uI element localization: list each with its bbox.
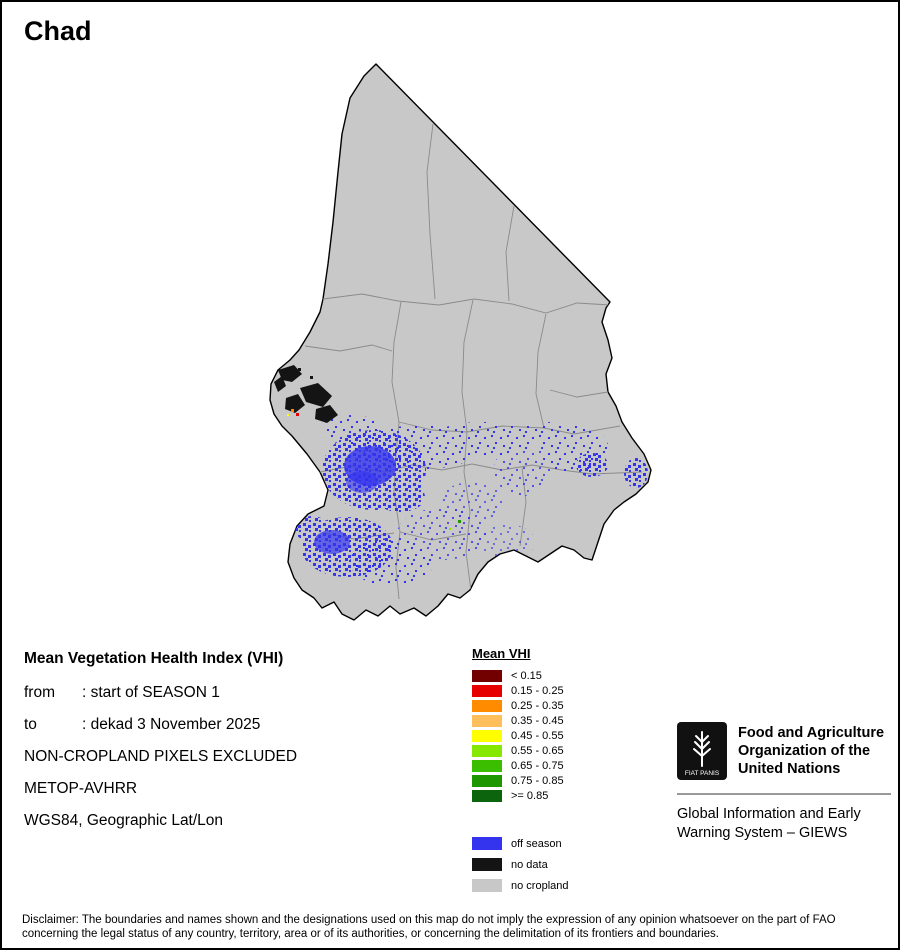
- legend-label: < 0.15: [511, 669, 542, 682]
- legend-label: 0.15 - 0.25: [511, 684, 564, 697]
- non-cropland-note: NON-CROPLAND PIXELS EXCLUDED: [24, 748, 298, 765]
- legend-label: 0.55 - 0.65: [511, 744, 564, 757]
- legend-row: 0.35 - 0.45: [472, 713, 569, 728]
- divider: [677, 793, 891, 795]
- legend-row: 0.65 - 0.75: [472, 758, 569, 773]
- vhi-pixels: [287, 409, 461, 530]
- fao-block: FIAT PANIS Food and Agriculture Organiza…: [677, 722, 891, 843]
- projection-name: WGS84, Geographic Lat/Lon: [24, 812, 224, 829]
- sensor-name: METOP-AVHRR: [24, 780, 138, 797]
- fao-logo-motto: FIAT PANIS: [685, 770, 720, 777]
- legend-row: >= 0.85: [472, 788, 569, 803]
- legend-row: 0.25 - 0.35: [472, 698, 569, 713]
- legend: Mean VHI < 0.15 0.15 - 0.25 0.25 - 0.35 …: [472, 646, 569, 896]
- legend-label: 0.35 - 0.45: [511, 714, 564, 727]
- wheat-icon: [693, 731, 711, 767]
- giews-name: Global Information and Early Warning Sys…: [677, 806, 861, 841]
- legend-label: 0.75 - 0.85: [511, 774, 564, 787]
- legend-row: 0.15 - 0.25: [472, 683, 569, 698]
- legend-swatch: [472, 774, 502, 787]
- legend-extra: off season no data no cropland: [472, 833, 569, 896]
- legend-swatch: [472, 858, 502, 871]
- map-info-block: Mean Vegetation Health Index (VHI) from:…: [24, 650, 297, 843]
- legend-label: 0.65 - 0.75: [511, 759, 564, 772]
- legend-swatch: [472, 879, 502, 892]
- legend-swatch: [472, 699, 502, 712]
- legend-row: off season: [472, 833, 569, 854]
- legend-swatch: [472, 837, 502, 850]
- legend-swatch: [472, 684, 502, 697]
- legend-row: 0.75 - 0.85: [472, 773, 569, 788]
- legend-swatch: [472, 729, 502, 742]
- to-value: : dekad 3 November 2025: [82, 716, 261, 733]
- legend-label: 0.25 - 0.35: [511, 699, 564, 712]
- off-season-pixels: [295, 415, 648, 586]
- from-value: : start of SEASON 1: [82, 684, 220, 701]
- legend-row: 0.45 - 0.55: [472, 728, 569, 743]
- fao-logo: FIAT PANIS: [677, 722, 727, 780]
- legend-row: no data: [472, 854, 569, 875]
- fao-name: Food and Agriculture Organization of the…: [738, 725, 885, 777]
- period-from: from : start of SEASON 1: [24, 683, 297, 702]
- no-data-pixels: [274, 365, 338, 423]
- legend-swatch: [472, 789, 502, 802]
- period-to: to : dekad 3 November 2025: [24, 715, 297, 734]
- legend-row: 0.55 - 0.65: [472, 743, 569, 758]
- legend-swatch: [472, 714, 502, 727]
- legend-label: no cropland: [511, 879, 569, 892]
- legend-title: Mean VHI: [472, 646, 531, 661]
- legend-label: 0.45 - 0.55: [511, 729, 564, 742]
- legend-row: no cropland: [472, 875, 569, 896]
- legend-swatch: [472, 759, 502, 772]
- from-label: from: [24, 684, 55, 701]
- disclaimer: Disclaimer: The boundaries and names sho…: [22, 914, 836, 940]
- legend-swatch: [472, 744, 502, 757]
- legend-label: no data: [511, 858, 548, 871]
- legend-swatch: [472, 669, 502, 682]
- legend-label: >= 0.85: [511, 789, 549, 802]
- map-subtitle: Mean Vegetation Health Index (VHI): [24, 650, 284, 667]
- legend-label: off season: [511, 837, 562, 850]
- to-label: to: [24, 716, 37, 733]
- legend-row: < 0.15: [472, 668, 569, 683]
- page-title: Chad: [24, 16, 92, 46]
